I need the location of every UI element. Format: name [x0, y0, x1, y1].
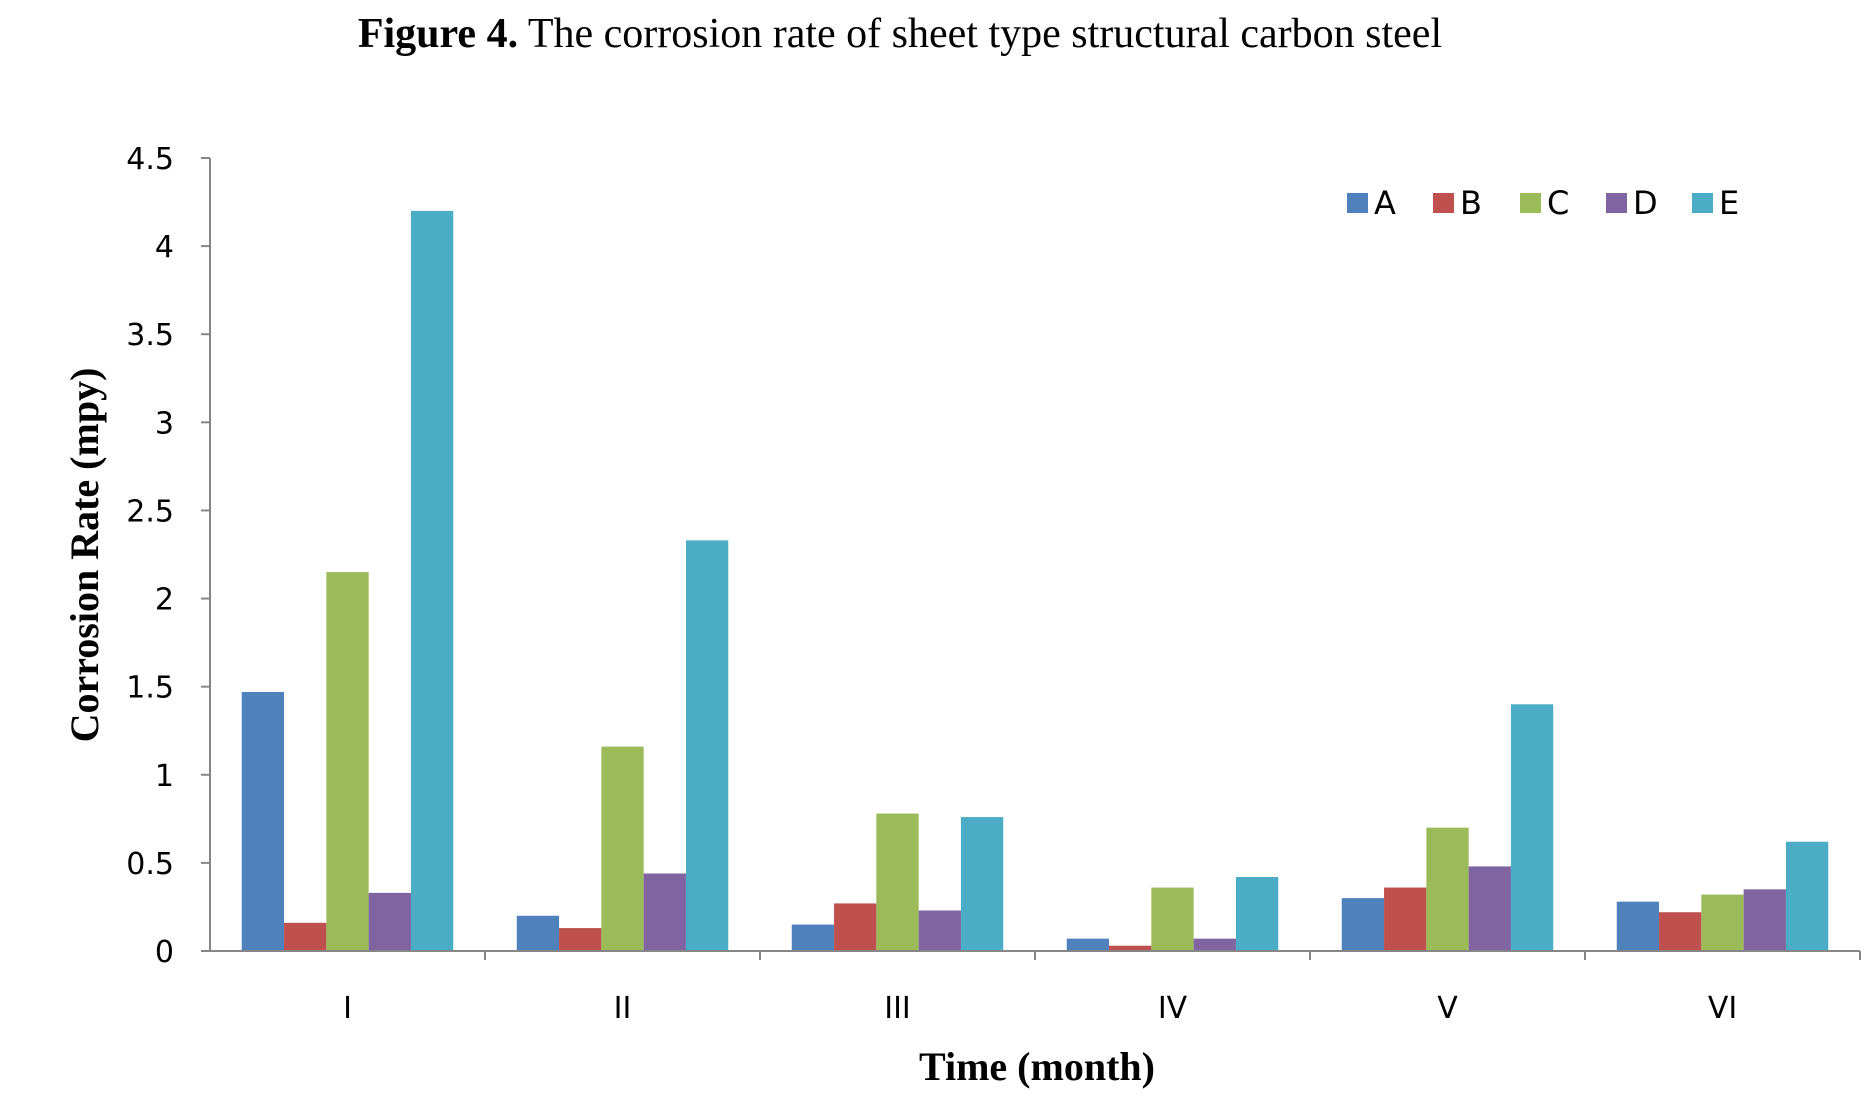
bar-D-IV [1193, 938, 1236, 951]
x-tick-label: VI [1708, 991, 1737, 1026]
x-tick-label: III [884, 991, 911, 1026]
bar-C-III [876, 813, 919, 951]
bar-E-II [685, 540, 729, 951]
y-tick-label: 2.5 [126, 494, 174, 529]
y-tick-label: 3.5 [126, 318, 174, 353]
bar-B-I [284, 922, 327, 951]
bar-B-V [1384, 887, 1427, 951]
x-tick-label: II [614, 991, 632, 1026]
bar-A-V [1341, 898, 1385, 951]
y-tick-label: 1.5 [126, 671, 174, 706]
y-tick-label: 0.5 [126, 847, 174, 882]
bar-D-VI [1743, 889, 1786, 951]
x-axis-title: Time (month) [919, 1044, 1155, 1089]
y-tick-label: 4 [155, 230, 174, 265]
y-tick-label: 2 [155, 583, 174, 618]
y-tick-label: 4.5 [126, 142, 174, 177]
bar-B-III [834, 903, 877, 951]
y-tick-label: 0 [155, 935, 174, 970]
legend-swatch-B [1433, 193, 1454, 213]
legend-label-C: C [1547, 184, 1569, 222]
legend-swatch-A [1347, 193, 1368, 213]
figure-title-text: The corrosion rate of sheet type structu… [518, 11, 1442, 57]
legend-label-E: E [1719, 184, 1739, 222]
x-tick-label: V [1437, 991, 1458, 1026]
legend-label-A: A [1374, 184, 1396, 222]
bar-A-I [241, 691, 285, 951]
bar-A-II [516, 915, 560, 951]
bar-A-VI [1616, 901, 1660, 951]
y-tick-label: 3 [155, 406, 174, 441]
y-tick-label: 1 [155, 759, 174, 794]
bar-E-IV [1235, 876, 1279, 951]
bar-E-III [960, 817, 1004, 951]
bar-C-II [601, 746, 644, 951]
figure-title: Figure 4. The corrosion rate of sheet ty… [358, 11, 1442, 57]
bar-E-VI [1785, 841, 1829, 951]
bar-C-IV [1151, 887, 1194, 951]
bar-D-II [643, 873, 686, 951]
bar-C-I [326, 572, 369, 951]
bar-E-I [410, 210, 454, 951]
x-tick-label: I [343, 991, 352, 1026]
legend-label-D: D [1633, 184, 1658, 222]
legend-swatch-D [1606, 193, 1627, 213]
bar-E-V [1510, 704, 1554, 951]
bar-A-III [791, 924, 835, 951]
bar-C-VI [1701, 894, 1744, 951]
legend-label-B: B [1460, 184, 1482, 222]
bar-D-III [918, 910, 961, 951]
x-tick-label: IV [1158, 991, 1188, 1026]
figure-title-prefix: Figure 4. [358, 11, 518, 57]
bar-D-I [368, 892, 411, 951]
legend-swatch-C [1520, 193, 1541, 213]
bar-B-VI [1659, 912, 1702, 951]
plot-area: 00.511.522.533.544.5I II III IV V VI [126, 142, 1861, 1026]
bar-D-V [1468, 866, 1511, 951]
bar-B-II [559, 928, 602, 951]
legend-swatch-E [1692, 193, 1713, 213]
bar-A-IV [1066, 938, 1110, 951]
bar-C-V [1426, 827, 1469, 951]
bar-B-IV [1109, 945, 1152, 951]
y-axis-title: Corrosion Rate (mpy) [62, 368, 107, 743]
legend: A B C D E [1347, 184, 1739, 222]
